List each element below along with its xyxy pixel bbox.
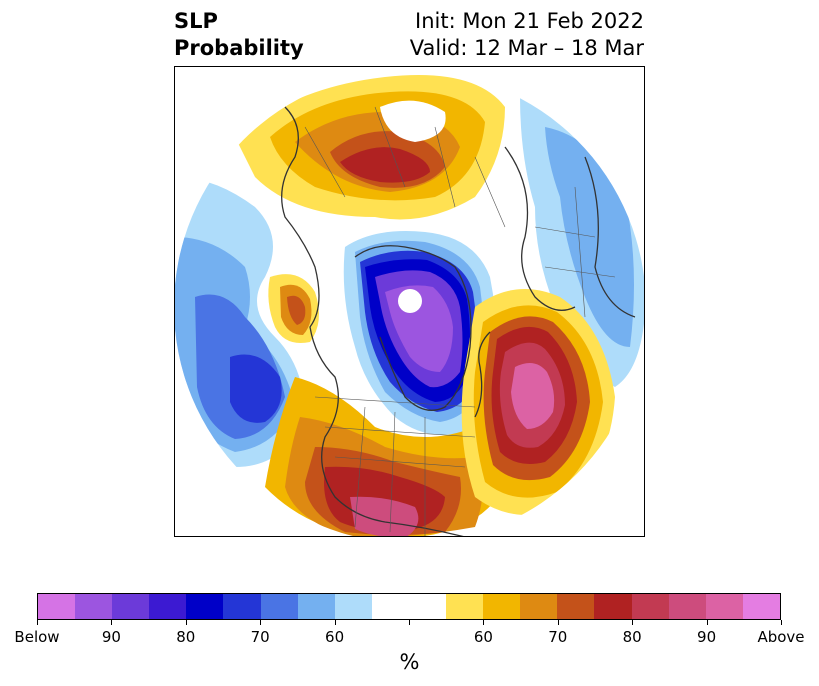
colorbar-swatch (371, 594, 409, 619)
colorbar-tick-label: 60 (473, 628, 493, 646)
colorbar-swatch (446, 594, 484, 619)
colorbar-swatch (408, 594, 447, 619)
colorbar-swatch (223, 594, 261, 619)
colorbar-swatch (297, 594, 335, 619)
colorbar-tick-label: Above (757, 628, 805, 646)
colorbar-swatch (186, 594, 224, 619)
colorbar-swatch (520, 594, 558, 619)
colorbar-swatch (75, 594, 113, 619)
colorbar-swatch (149, 594, 187, 619)
colorbar-swatch (631, 594, 669, 619)
colorbar-swatch (483, 594, 521, 619)
probability-map (174, 66, 645, 537)
colorbar-swatch (594, 594, 632, 619)
colorbar-tick-mark (632, 620, 634, 625)
colorbar-tick-mark (334, 620, 336, 625)
colorbar-tick-label: 90 (697, 628, 717, 646)
colorbar-tick-mark (557, 620, 559, 625)
colorbar-swatch (334, 594, 372, 619)
colorbar-tick-mark (706, 620, 708, 625)
colorbar-tick-label: 90 (101, 628, 121, 646)
colorbar-tick-label: 80 (622, 628, 642, 646)
forecast-dates: Init: Mon 21 Feb 2022 Valid: 12 Mar – 18… (410, 8, 644, 62)
colorbar-tick-mark (781, 620, 782, 625)
colorbar-tick-label: 70 (548, 628, 568, 646)
colorbar-tick-mark (409, 620, 410, 625)
colorbar-swatch (705, 594, 743, 619)
probability-colorbar (37, 593, 781, 620)
colorbar-tick-mark (111, 620, 113, 625)
colorbar-swatch (38, 594, 76, 619)
colorbar-swatch (557, 594, 595, 619)
colorbar-tick-mark (37, 620, 38, 625)
colorbar-tick-label: 60 (325, 628, 345, 646)
probability-shading (175, 71, 644, 536)
coastlines (281, 106, 636, 536)
colorbar-swatch (668, 594, 706, 619)
colorbar-tick-label: 80 (176, 628, 196, 646)
map-canvas (175, 71, 644, 536)
colorbar-tick-label: 70 (250, 628, 270, 646)
colorbar-swatch (260, 594, 298, 619)
init-date: Init: Mon 21 Feb 2022 (415, 9, 644, 33)
title-line-probability: Probability (174, 36, 304, 60)
colorbar-tick-label: Below (14, 628, 60, 646)
map-title: SLP Probability (174, 8, 304, 62)
colorbar-tick-mark (483, 620, 485, 625)
colorbar-tick-mark (260, 620, 262, 625)
valid-date-range: Valid: 12 Mar – 18 Mar (409, 36, 644, 60)
borders (304, 106, 616, 536)
colorbar-swatch (112, 594, 150, 619)
pole-hole (398, 289, 422, 313)
title-line-slp: SLP (174, 9, 218, 33)
colorbar-swatch (742, 594, 780, 619)
colorbar-unit-label: % (399, 650, 420, 674)
colorbar-tick-mark (185, 620, 187, 625)
